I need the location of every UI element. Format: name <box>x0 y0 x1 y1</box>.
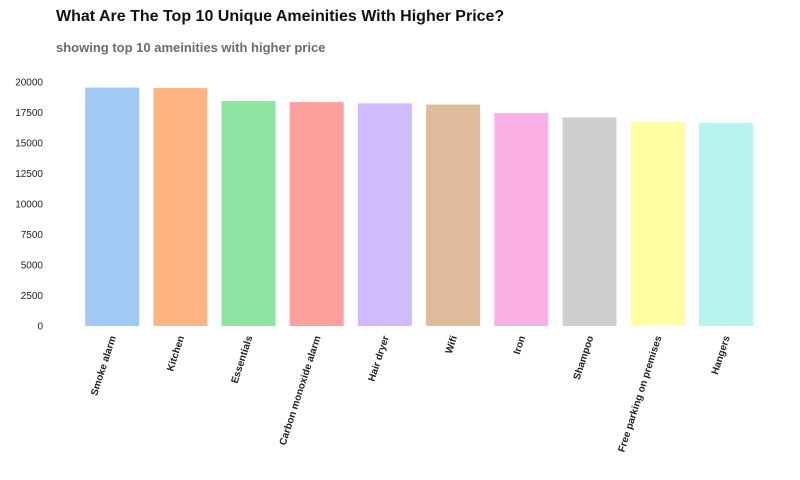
y-tick-label: 15000 <box>15 139 43 150</box>
bar <box>221 100 276 326</box>
x-tick-label: Iron <box>512 335 528 356</box>
bar <box>357 103 412 326</box>
bar <box>426 104 481 326</box>
x-tick-label: Essentials <box>230 334 256 385</box>
y-axis: 0 2500 5000 7500 10000 12500 15000 17500 20000 <box>15 78 43 333</box>
bars <box>85 87 753 327</box>
bar <box>289 102 344 326</box>
x-tick-label: Free parking on premises <box>616 334 664 454</box>
y-tick-label: 7500 <box>21 230 44 241</box>
chart-title: What Are The Top 10 Unique Ameinities Wi… <box>56 8 505 25</box>
y-tick-label: 20000 <box>15 78 43 89</box>
y-tick-label: 5000 <box>21 261 44 272</box>
x-tick-label: Wifi <box>444 334 460 355</box>
bar <box>85 87 140 327</box>
y-tick-label: 17500 <box>15 108 43 119</box>
bar <box>153 88 208 326</box>
bar <box>630 121 685 327</box>
x-tick-label: Kitchen <box>165 335 187 373</box>
x-tick-label: Hangers <box>710 334 733 376</box>
x-tick-label: Hair dryer <box>367 334 392 382</box>
x-axis: Smoke alarm Kitchen Essentials Carbon monox… <box>89 334 733 454</box>
y-tick-label: 0 <box>37 322 43 333</box>
x-tick-label: Shampoo <box>572 335 597 382</box>
bar <box>698 122 753 327</box>
x-tick-label: Carbon monoxide alarm <box>278 334 324 446</box>
y-tick-label: 10000 <box>15 200 43 211</box>
y-tick-label: 2500 <box>21 291 44 302</box>
bar <box>562 117 617 326</box>
y-tick-label: 12500 <box>15 169 43 180</box>
x-tick-label: Smoke alarm <box>89 334 119 397</box>
bar <box>494 113 549 326</box>
chart-subtitle: showing top 10 ameinities with higher pr… <box>56 40 326 55</box>
